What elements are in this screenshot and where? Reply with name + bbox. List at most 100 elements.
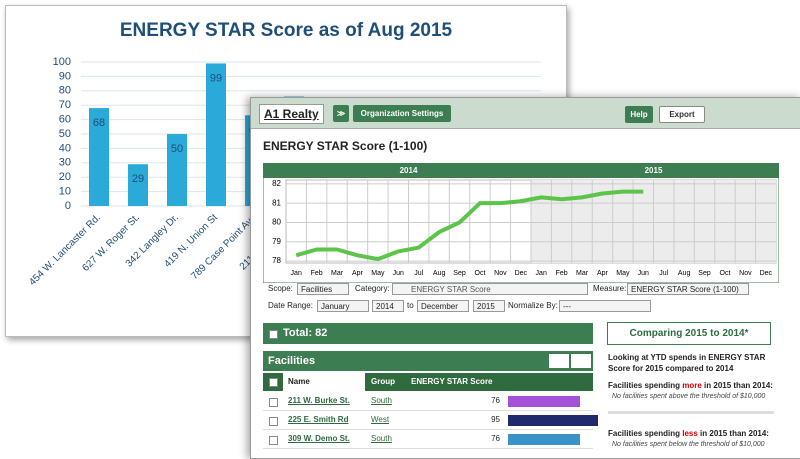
all-checkbox[interactable]	[269, 378, 278, 387]
score-column[interactable]: ENERGY STAR Score	[411, 377, 493, 386]
facility-group[interactable]: South	[371, 396, 392, 405]
row-checkbox[interactable]	[269, 417, 278, 426]
bar-view-button[interactable]	[571, 354, 591, 368]
chart-heading: ENERGY STAR Score (1-100)	[263, 139, 428, 153]
total-bar: Total: 82	[263, 323, 593, 344]
facility-group[interactable]: South	[371, 434, 392, 443]
x-tick-label: Apr	[597, 270, 609, 277]
less-heading: Facilities spending less in 2015 than 20…	[608, 429, 769, 438]
to-label: to	[407, 301, 414, 310]
compare-button[interactable]: Comparing 2015 to 2014*	[607, 322, 771, 345]
facility-name[interactable]: 309 W. Demo St.	[288, 434, 350, 443]
value-label: 68	[93, 117, 105, 129]
more-post: in 2015 than 2014:	[701, 381, 773, 390]
less-note: No facilities spent below the threshold …	[612, 441, 765, 448]
bar	[89, 108, 109, 206]
less-word: less	[682, 429, 698, 438]
more-word: more	[682, 381, 702, 390]
group-column[interactable]: Group	[371, 377, 395, 386]
x-tick-label: Mar	[331, 270, 344, 277]
chart-view-button[interactable]	[549, 354, 569, 368]
x-tick-label: Sep	[453, 270, 466, 277]
facility-name[interactable]: 211 W. Burke St.	[288, 396, 350, 405]
y-tick-label: 81	[272, 198, 281, 207]
facility-score: 76	[491, 434, 500, 443]
from-year[interactable]: 2014	[372, 300, 404, 312]
normalize-select[interactable]: ---	[559, 300, 651, 312]
y-tick-label: 0	[65, 200, 71, 212]
facility-name[interactable]: 225 E. Smith Rd	[288, 415, 349, 424]
x-tick-label: Nov	[494, 270, 507, 277]
x-tick-label: 454 W. Lancaster Rd.	[27, 212, 103, 288]
x-tick-label: Dec	[760, 270, 773, 277]
y-tick-label: 30	[59, 157, 71, 169]
value-label: 29	[132, 173, 144, 185]
to-year[interactable]: 2015	[473, 300, 505, 312]
settings-button[interactable]: Organization Settings	[353, 105, 451, 122]
collapse-button[interactable]: ≫	[333, 105, 349, 122]
facility-score: 76	[491, 396, 500, 405]
name-column[interactable]: Name	[283, 373, 365, 391]
x-tick-label: Jun	[638, 270, 649, 277]
facilities-bar: Facilities	[263, 351, 593, 371]
help-button[interactable]: Help	[625, 106, 653, 123]
x-tick-label: Jul	[414, 270, 423, 277]
facility-group[interactable]: West	[371, 415, 390, 424]
score-bar	[508, 396, 581, 407]
total-text: Total: 82	[283, 327, 328, 339]
y-tick-label: 82	[272, 179, 281, 188]
date-label: Date Range:	[268, 301, 313, 310]
org-title[interactable]: A1 Realty	[259, 104, 324, 124]
x-tick-label: Jan	[291, 270, 302, 277]
year-label: 2015	[645, 166, 663, 175]
x-tick-label: Sep	[698, 270, 711, 277]
x-tick-label: Dec	[515, 270, 528, 277]
x-tick-label: Jul	[659, 270, 668, 277]
x-tick-label: Jan	[536, 270, 547, 277]
category-select[interactable]: ENERGY STAR Score	[392, 283, 588, 295]
scope-select[interactable]: Facilities	[297, 283, 349, 295]
bar	[206, 63, 226, 206]
x-tick-label: Feb	[556, 270, 568, 277]
row-checkbox[interactable]	[269, 398, 278, 407]
export-button[interactable]: Export	[659, 106, 705, 123]
year-label: 2014	[400, 166, 418, 175]
category-label: Category:	[355, 284, 390, 293]
x-tick-label: Oct	[720, 270, 731, 277]
less-post: in 2015 than 2014:	[697, 429, 769, 438]
score-bar	[508, 434, 581, 445]
y-tick-label: 90	[59, 70, 71, 82]
year-bar	[263, 163, 779, 178]
facility-score: 95	[491, 415, 500, 424]
scope-label: Scope:	[268, 284, 293, 293]
facilities-title: Facilities	[268, 355, 316, 367]
y-tick-label: 78	[272, 256, 281, 265]
y-tick-label: 40	[59, 142, 71, 154]
settings-label: Organization Settings	[360, 109, 444, 118]
export-label: Export	[669, 110, 695, 119]
x-tick-label: Aug	[678, 270, 691, 277]
more-heading: Facilities spending more in 2015 than 20…	[608, 381, 773, 390]
from-month[interactable]: January	[317, 300, 369, 312]
y-tick-label: 79	[272, 237, 281, 246]
x-tick-label: May	[616, 270, 630, 277]
more-note: No facilities spent above the threshold …	[608, 392, 774, 414]
total-checkbox[interactable]	[269, 330, 278, 339]
value-label: 99	[210, 72, 222, 84]
y-tick-label: 70	[59, 99, 71, 111]
less-pre: Facilities spending	[608, 429, 683, 438]
y-tick-label: 50	[59, 128, 71, 140]
bar	[167, 134, 187, 206]
x-tick-label: Aug	[433, 270, 446, 277]
line-chart: 2014 2015 78 79 80 81 82 Jan Feb Mar Apr May Jun Jul A…	[263, 163, 779, 283]
bar	[128, 164, 148, 206]
x-tick-label: Jun	[393, 270, 404, 277]
app-window: A1 Realty ≫ Organization Settings Help E…	[250, 97, 800, 459]
to-month[interactable]: December	[417, 300, 469, 312]
row-checkbox[interactable]	[269, 436, 278, 445]
normalize-label: Normalize By:	[508, 301, 558, 310]
y-tick-label: 80	[59, 85, 71, 97]
measure-select[interactable]: ENERGY STAR Score (1-100)	[627, 283, 749, 295]
x-tick-label: Apr	[352, 270, 364, 277]
